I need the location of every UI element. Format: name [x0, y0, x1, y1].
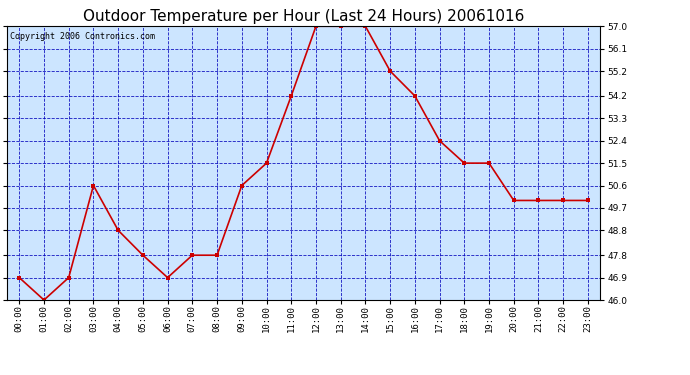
Title: Outdoor Temperature per Hour (Last 24 Hours) 20061016: Outdoor Temperature per Hour (Last 24 Ho… [83, 9, 524, 24]
Text: Copyright 2006 Contronics.com: Copyright 2006 Contronics.com [10, 32, 155, 41]
